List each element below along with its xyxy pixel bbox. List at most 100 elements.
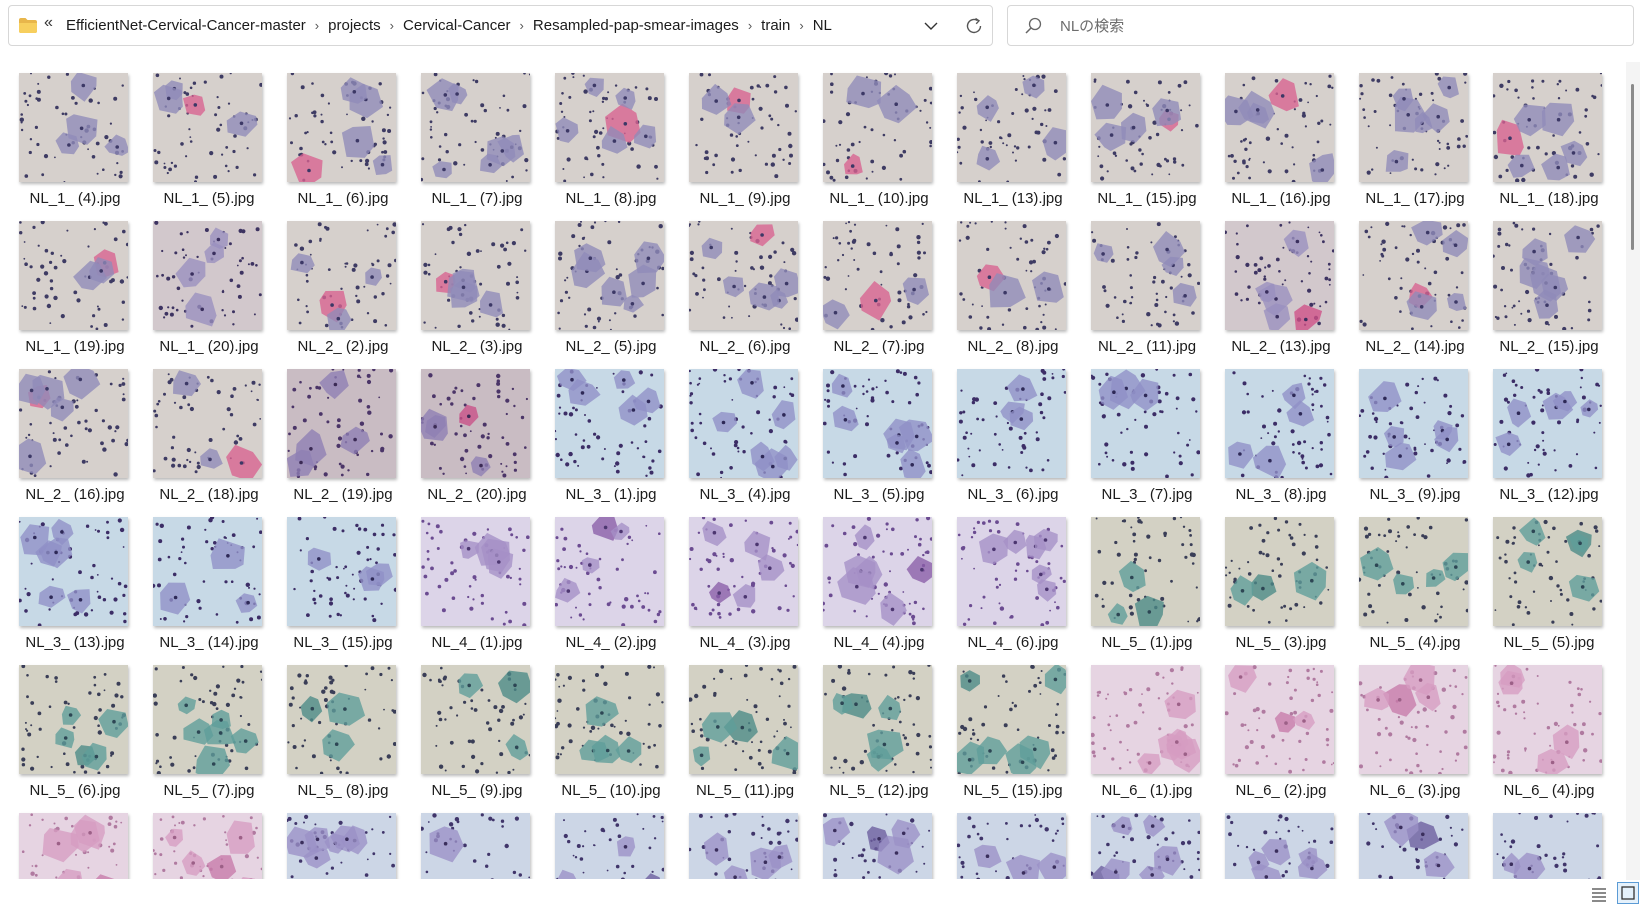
file-item[interactable]: NL_1_ (4).jpg [8, 54, 142, 207]
vertical-scrollbar[interactable] [1626, 62, 1640, 882]
breadcrumb-separator-icon[interactable]: › [314, 18, 320, 33]
file-item[interactable]: NL_2_ (3).jpg [410, 199, 544, 355]
details-view-icon[interactable] [1590, 885, 1608, 903]
file-item[interactable]: NL_1_ (7).jpg [410, 54, 544, 207]
file-item[interactable] [8, 791, 142, 879]
file-item[interactable] [276, 791, 410, 879]
file-item[interactable]: NL_5_ (4).jpg [1348, 495, 1482, 651]
file-item[interactable]: NL_2_ (2).jpg [276, 199, 410, 355]
file-item[interactable]: NL_3_ (13).jpg [8, 495, 142, 651]
file-item[interactable]: NL_5_ (11).jpg [678, 643, 812, 799]
file-item[interactable]: NL_6_ (4).jpg [1482, 643, 1616, 799]
file-item[interactable]: NL_2_ (8).jpg [946, 199, 1080, 355]
address-bar[interactable]: « EfficientNet-Cervical-Cancer-master › pr… [8, 5, 993, 46]
breadcrumb-item[interactable]: train [761, 17, 791, 34]
file-item[interactable]: NL_1_ (20).jpg [142, 199, 276, 355]
file-item[interactable]: NL_3_ (15).jpg [276, 495, 410, 651]
file-item[interactable]: NL_3_ (4).jpg [678, 347, 812, 503]
file-item[interactable]: NL_2_ (11).jpg [1080, 199, 1214, 355]
file-item[interactable]: NL_5_ (5).jpg [1482, 495, 1616, 651]
file-item[interactable]: NL_5_ (7).jpg [142, 643, 276, 799]
file-item[interactable]: NL_5_ (1).jpg [1080, 495, 1214, 651]
breadcrumb-item[interactable]: EfficientNet-Cervical-Cancer-master [66, 17, 306, 34]
breadcrumb-item[interactable]: projects [328, 17, 381, 34]
breadcrumb-item[interactable]: Cervical-Cancer [403, 17, 511, 34]
file-item[interactable]: NL_3_ (14).jpg [142, 495, 276, 651]
large-icons-view-button[interactable] [1617, 882, 1639, 904]
file-item[interactable]: NL_5_ (9).jpg [410, 643, 544, 799]
file-item[interactable]: NL_1_ (8).jpg [544, 54, 678, 207]
file-item[interactable] [1080, 791, 1214, 879]
file-item[interactable]: NL_3_ (9).jpg [1348, 347, 1482, 503]
file-item[interactable] [410, 791, 544, 879]
file-item[interactable]: NL_1_ (5).jpg [142, 54, 276, 207]
file-item[interactable]: NL_1_ (15).jpg [1080, 54, 1214, 207]
file-item[interactable]: NL_1_ (6).jpg [276, 54, 410, 207]
file-item[interactable]: NL_5_ (6).jpg [8, 643, 142, 799]
file-thumbnail [1493, 813, 1602, 879]
file-item[interactable]: NL_3_ (7).jpg [1080, 347, 1214, 503]
file-thumbnail [823, 665, 932, 774]
file-name: NL_3_ (13).jpg [25, 634, 125, 651]
file-item[interactable] [142, 791, 276, 879]
breadcrumb-separator-icon[interactable]: › [519, 18, 524, 33]
file-item[interactable]: NL_2_ (6).jpg [678, 199, 812, 355]
file-item[interactable] [544, 791, 678, 879]
search-box[interactable] [1007, 5, 1634, 46]
breadcrumb-separator-icon[interactable]: › [747, 18, 753, 33]
file-thumbnail [1091, 73, 1200, 182]
file-thumbnail [555, 517, 664, 626]
file-name: NL_3_ (15).jpg [293, 634, 393, 651]
breadcrumb-separator-icon[interactable]: › [799, 18, 804, 33]
file-item[interactable] [1482, 791, 1616, 879]
file-item[interactable] [678, 791, 812, 879]
file-item[interactable]: NL_2_ (18).jpg [142, 347, 276, 503]
file-thumbnail [1359, 73, 1468, 182]
file-item[interactable]: NL_5_ (8).jpg [276, 643, 410, 799]
file-item[interactable]: NL_2_ (7).jpg [812, 199, 946, 355]
file-item[interactable]: NL_6_ (3).jpg [1348, 643, 1482, 799]
chevron-down-icon[interactable] [923, 18, 939, 34]
file-item[interactable]: NL_1_ (13).jpg [946, 54, 1080, 207]
file-item[interactable]: NL_3_ (8).jpg [1214, 347, 1348, 503]
file-item[interactable]: NL_4_ (2).jpg [544, 495, 678, 651]
file-item[interactable]: NL_3_ (1).jpg [544, 347, 678, 503]
file-item[interactable]: NL_1_ (17).jpg [1348, 54, 1482, 207]
breadcrumb-overflow-button[interactable]: « [44, 14, 53, 31]
file-item[interactable]: NL_2_ (20).jpg [410, 347, 544, 503]
file-item[interactable]: NL_4_ (3).jpg [678, 495, 812, 651]
search-input[interactable] [1058, 12, 1622, 40]
file-item[interactable]: NL_2_ (15).jpg [1482, 199, 1616, 355]
file-item[interactable]: NL_1_ (9).jpg [678, 54, 812, 207]
file-item[interactable]: NL_4_ (4).jpg [812, 495, 946, 651]
file-item[interactable] [812, 791, 946, 879]
breadcrumb-separator-icon[interactable]: › [389, 18, 395, 33]
file-item[interactable]: NL_5_ (12).jpg [812, 643, 946, 799]
file-item[interactable]: NL_1_ (18).jpg [1482, 54, 1616, 207]
breadcrumb-item[interactable]: NL [812, 17, 832, 34]
file-item[interactable]: NL_2_ (16).jpg [8, 347, 142, 503]
file-item[interactable]: NL_1_ (19).jpg [8, 199, 142, 355]
file-item[interactable]: NL_5_ (10).jpg [544, 643, 678, 799]
file-item[interactable]: NL_4_ (6).jpg [946, 495, 1080, 651]
file-item[interactable]: NL_5_ (3).jpg [1214, 495, 1348, 651]
file-item[interactable]: NL_1_ (10).jpg [812, 54, 946, 207]
file-item[interactable]: NL_6_ (1).jpg [1080, 643, 1214, 799]
file-item[interactable]: NL_2_ (19).jpg [276, 347, 410, 503]
file-item[interactable] [1348, 791, 1482, 879]
file-item[interactable]: NL_3_ (5).jpg [812, 347, 946, 503]
file-item[interactable]: NL_4_ (1).jpg [410, 495, 544, 651]
file-item[interactable]: NL_2_ (13).jpg [1214, 199, 1348, 355]
file-item[interactable]: NL_2_ (5).jpg [544, 199, 678, 355]
file-item[interactable] [946, 791, 1080, 879]
file-item[interactable]: NL_6_ (2).jpg [1214, 643, 1348, 799]
file-item[interactable]: NL_3_ (6).jpg [946, 347, 1080, 503]
scrollbar-thumb[interactable] [1631, 84, 1634, 250]
file-item[interactable]: NL_1_ (16).jpg [1214, 54, 1348, 207]
file-item[interactable]: NL_2_ (14).jpg [1348, 199, 1482, 355]
file-item[interactable]: NL_5_ (15).jpg [946, 643, 1080, 799]
file-item[interactable] [1214, 791, 1348, 879]
refresh-icon[interactable] [964, 16, 984, 36]
file-item[interactable]: NL_3_ (12).jpg [1482, 347, 1616, 503]
breadcrumb-item[interactable]: Resampled-pap-smear-images [532, 17, 739, 34]
